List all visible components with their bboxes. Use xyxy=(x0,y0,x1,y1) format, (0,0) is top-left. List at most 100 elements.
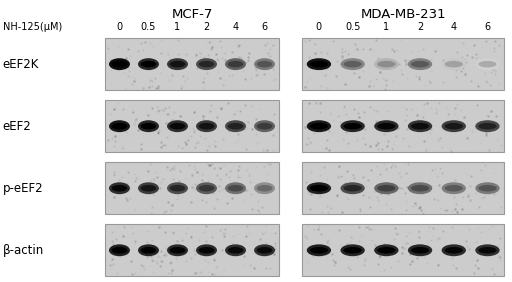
Text: 0.5: 0.5 xyxy=(141,22,156,32)
Ellipse shape xyxy=(199,123,215,129)
Ellipse shape xyxy=(169,61,185,67)
Text: 1: 1 xyxy=(175,22,181,32)
Text: 2: 2 xyxy=(203,22,209,32)
Ellipse shape xyxy=(340,182,365,194)
Text: 0.5: 0.5 xyxy=(345,22,360,32)
Ellipse shape xyxy=(478,185,497,191)
Text: MDA-MB-231: MDA-MB-231 xyxy=(360,8,446,21)
Ellipse shape xyxy=(411,185,429,191)
Text: p-eEF2: p-eEF2 xyxy=(3,182,43,195)
Ellipse shape xyxy=(340,244,365,256)
Ellipse shape xyxy=(138,58,159,70)
Ellipse shape xyxy=(441,182,466,194)
Ellipse shape xyxy=(225,182,246,194)
FancyBboxPatch shape xyxy=(105,38,279,90)
Ellipse shape xyxy=(169,123,185,129)
Ellipse shape xyxy=(411,123,429,129)
Ellipse shape xyxy=(444,247,463,254)
Ellipse shape xyxy=(141,185,156,191)
Ellipse shape xyxy=(310,185,328,191)
Text: 6: 6 xyxy=(262,22,268,32)
Ellipse shape xyxy=(408,182,432,194)
Text: 0: 0 xyxy=(116,22,122,32)
Ellipse shape xyxy=(112,247,127,254)
Ellipse shape xyxy=(141,123,156,129)
Ellipse shape xyxy=(310,247,328,254)
Ellipse shape xyxy=(109,58,130,70)
Ellipse shape xyxy=(138,182,159,194)
Ellipse shape xyxy=(112,61,127,67)
Ellipse shape xyxy=(138,120,159,132)
FancyBboxPatch shape xyxy=(302,38,504,90)
Ellipse shape xyxy=(340,58,365,70)
Ellipse shape xyxy=(141,61,156,67)
Ellipse shape xyxy=(307,58,331,70)
Ellipse shape xyxy=(374,120,398,132)
Ellipse shape xyxy=(377,61,395,67)
Text: 0: 0 xyxy=(316,22,322,32)
Ellipse shape xyxy=(199,185,215,191)
Ellipse shape xyxy=(377,185,395,191)
Text: 6: 6 xyxy=(484,22,490,32)
Ellipse shape xyxy=(441,244,466,256)
Ellipse shape xyxy=(228,185,243,191)
FancyBboxPatch shape xyxy=(302,162,504,214)
Ellipse shape xyxy=(225,120,246,132)
Ellipse shape xyxy=(254,244,275,256)
Ellipse shape xyxy=(254,182,275,194)
Ellipse shape xyxy=(374,244,398,256)
Text: eEF2: eEF2 xyxy=(3,120,31,133)
Ellipse shape xyxy=(109,120,130,132)
FancyBboxPatch shape xyxy=(302,100,504,152)
Ellipse shape xyxy=(112,123,127,129)
Text: NH-125(μM): NH-125(μM) xyxy=(3,22,62,32)
Ellipse shape xyxy=(374,182,398,194)
Ellipse shape xyxy=(254,120,275,132)
Text: 4: 4 xyxy=(232,22,239,32)
Ellipse shape xyxy=(408,244,432,256)
Ellipse shape xyxy=(167,182,188,194)
Ellipse shape xyxy=(167,244,188,256)
Text: 1: 1 xyxy=(383,22,390,32)
Ellipse shape xyxy=(444,123,463,129)
Ellipse shape xyxy=(228,123,243,129)
Ellipse shape xyxy=(441,58,466,70)
Ellipse shape xyxy=(199,247,215,254)
Ellipse shape xyxy=(377,247,395,254)
Ellipse shape xyxy=(196,58,217,70)
Text: MCF-7: MCF-7 xyxy=(172,8,212,21)
Ellipse shape xyxy=(444,61,463,67)
Ellipse shape xyxy=(225,244,246,256)
Ellipse shape xyxy=(377,123,395,129)
Ellipse shape xyxy=(478,247,497,254)
FancyBboxPatch shape xyxy=(105,100,279,152)
Ellipse shape xyxy=(228,61,243,67)
Ellipse shape xyxy=(167,120,188,132)
Ellipse shape xyxy=(310,61,328,67)
Ellipse shape xyxy=(196,244,217,256)
FancyBboxPatch shape xyxy=(105,162,279,214)
Ellipse shape xyxy=(169,185,185,191)
Ellipse shape xyxy=(344,247,362,254)
Ellipse shape xyxy=(254,58,275,70)
Ellipse shape xyxy=(112,185,127,191)
Ellipse shape xyxy=(475,182,500,194)
Ellipse shape xyxy=(444,185,463,191)
Ellipse shape xyxy=(344,185,362,191)
Ellipse shape xyxy=(475,58,500,70)
Ellipse shape xyxy=(138,244,159,256)
Ellipse shape xyxy=(141,247,156,254)
FancyBboxPatch shape xyxy=(105,224,279,276)
Ellipse shape xyxy=(408,58,432,70)
FancyBboxPatch shape xyxy=(302,224,504,276)
Ellipse shape xyxy=(411,61,429,67)
Ellipse shape xyxy=(411,247,429,254)
Ellipse shape xyxy=(307,182,331,194)
Text: 4: 4 xyxy=(451,22,457,32)
Ellipse shape xyxy=(225,58,246,70)
Ellipse shape xyxy=(196,120,217,132)
Ellipse shape xyxy=(475,120,500,132)
Ellipse shape xyxy=(307,120,331,132)
Ellipse shape xyxy=(167,58,188,70)
Ellipse shape xyxy=(310,123,328,129)
